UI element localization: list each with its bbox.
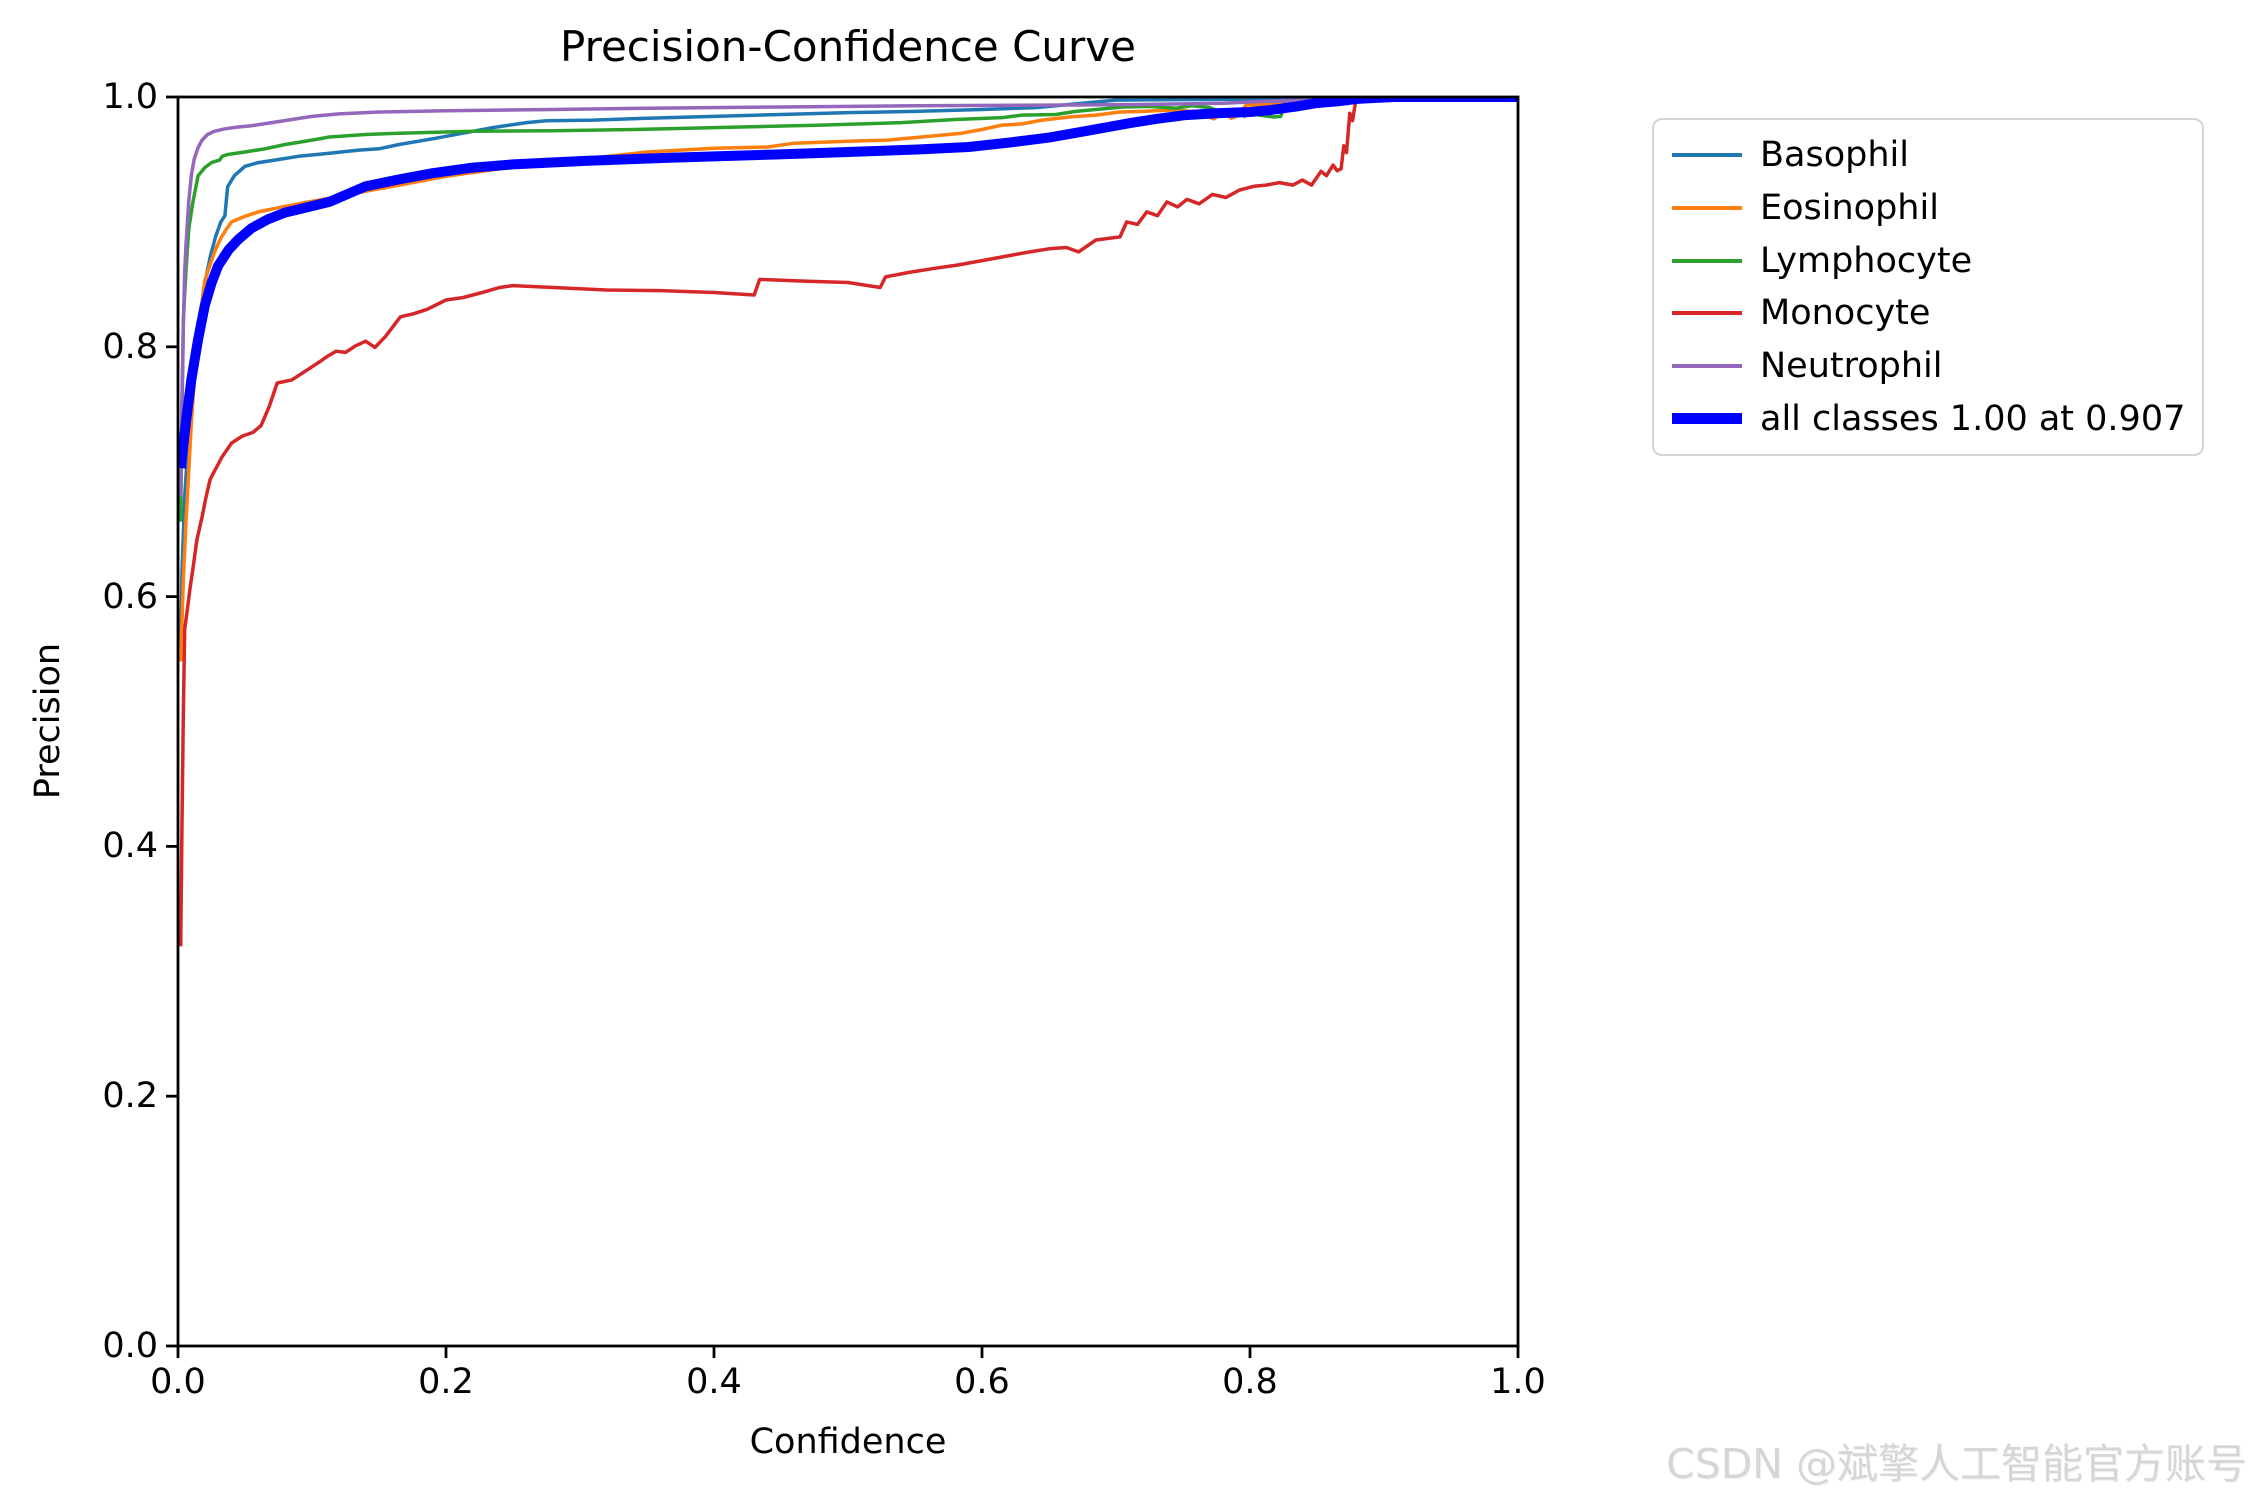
legend-label-neutrophil: Neutrophil — [1760, 346, 1943, 387]
legend-label-eosinophil: Eosinophil — [1760, 188, 1939, 228]
curve-monocyte — [178, 97, 1518, 947]
legend-swatch-all-classes — [1672, 413, 1742, 425]
chart-title: Precision-Confidence Curve — [560, 22, 1136, 71]
y-axis-label: Precision — [28, 642, 68, 800]
curve-neutrophil — [178, 97, 1518, 497]
tick-layer — [166, 95, 1520, 1358]
legend-item-eosinophil: Eosinophil — [1672, 182, 2202, 235]
legend-swatch-monocyte — [1672, 311, 1742, 316]
y-tick-label-1.0: 1.0 — [102, 77, 158, 117]
y-tick-label-0.2: 0.2 — [102, 1076, 158, 1117]
legend-item-basophil: Basophil — [1672, 129, 2202, 182]
legend-swatch-eosinophil — [1672, 206, 1742, 210]
x-tick-label-0.0: 0.0 — [150, 1362, 206, 1402]
plot-border — [176, 95, 1520, 1348]
legend-swatch-basophil — [1672, 153, 1742, 158]
legend-label-all-classes: all classes 1.00 at 0.907 — [1760, 398, 2186, 439]
legend-label-monocyte: Monocyte — [1760, 293, 1931, 334]
x-tick-label-0.8: 0.8 — [1222, 1362, 1278, 1402]
x-tick-label-1.0: 1.0 — [1490, 1362, 1546, 1402]
y-tick-label-0.8: 0.8 — [102, 326, 158, 367]
legend: Basophil Eosinophil Lymphocyte Monocyte Neut… — [1652, 118, 2204, 456]
legend-swatch-lymphocyte — [1672, 258, 1742, 263]
curve-layer — [178, 97, 1518, 947]
curve-lymphocyte — [178, 97, 1518, 522]
y-tick-label-0.4: 0.4 — [102, 826, 158, 867]
x-tick-label-0.6: 0.6 — [954, 1362, 1010, 1402]
legend-swatch-neutrophil — [1672, 364, 1742, 369]
y-tick-label-0.6: 0.6 — [102, 576, 158, 617]
legend-label-lymphocyte: Lymphocyte — [1760, 240, 1973, 281]
x-tick-label-0.4: 0.4 — [686, 1362, 742, 1402]
watermark: CSDN @斌擎人工智能官方账号 — [1666, 1440, 2247, 1488]
legend-item-neutrophil: Neutrophil — [1672, 340, 2202, 393]
legend-label-basophil: Basophil — [1760, 135, 1909, 176]
curve-all-classes — [178, 97, 1518, 469]
legend-item-lymphocyte: Lymphocyte — [1672, 234, 2202, 287]
legend-item-monocyte: Monocyte — [1672, 287, 2202, 340]
y-tick-label-0.0: 0.0 — [102, 1326, 158, 1366]
legend-item-all-classes: all classes 1.00 at 0.907 — [1672, 392, 2202, 445]
x-axis-label: Confidence — [749, 1422, 947, 1462]
x-tick-label-0.2: 0.2 — [418, 1362, 474, 1402]
